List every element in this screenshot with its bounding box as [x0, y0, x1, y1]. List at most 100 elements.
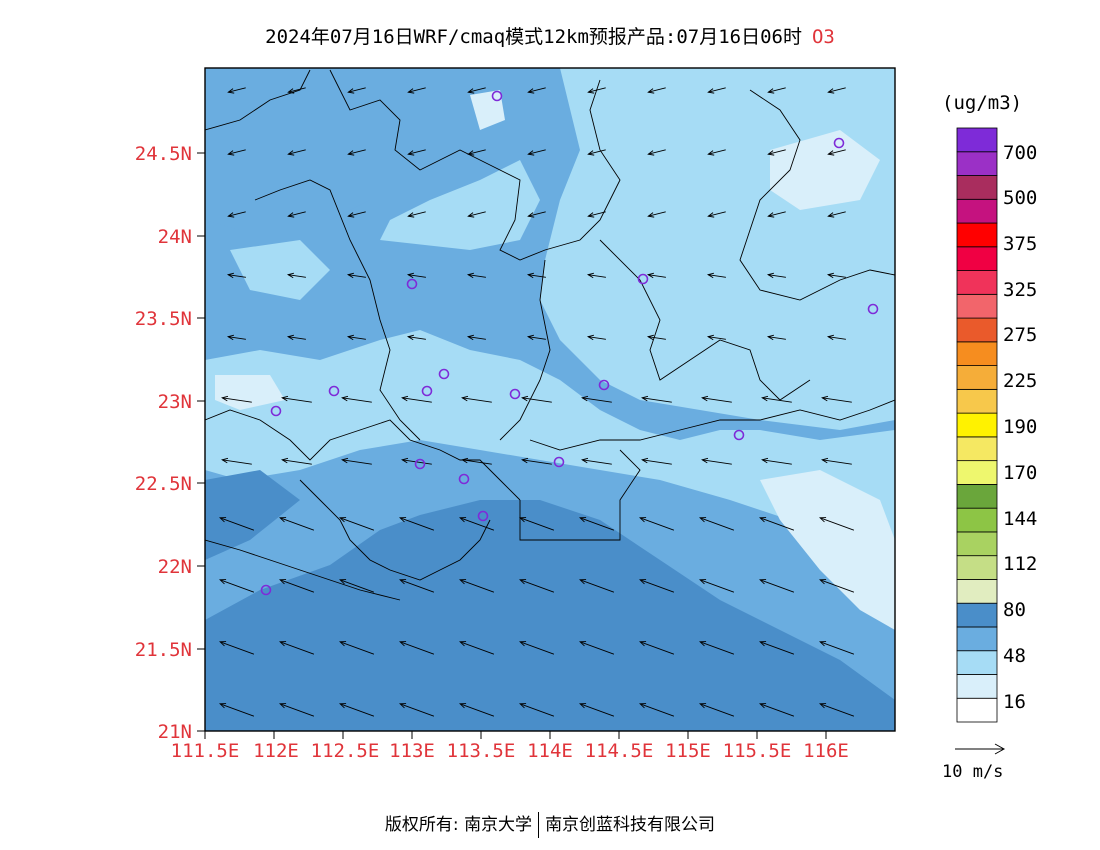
- wind-arrow-head: [579, 579, 587, 585]
- wind-arrow-head: [586, 272, 595, 279]
- wind-arrow-head: [519, 641, 527, 647]
- circle-icon: [260, 584, 272, 596]
- lat-label: 24.5N: [134, 143, 192, 165]
- wind-arrow-icon: [819, 641, 855, 655]
- wind-arrow-icon: [399, 641, 435, 655]
- wind-arrow-icon: [762, 397, 792, 403]
- wind-arrow-head: [707, 88, 715, 94]
- wind-arrow-head: [399, 579, 407, 585]
- colorbar-swatch: [956, 626, 998, 652]
- wind-arrow-head: [759, 703, 767, 709]
- lat-label: 21.5N: [134, 639, 192, 661]
- wind-arrow-head: [699, 641, 707, 647]
- wind-arrow-icon: [528, 149, 546, 155]
- lon-label: 111.5E: [170, 740, 240, 762]
- wind-arrow-head: [827, 212, 835, 218]
- wind-arrow-head: [587, 88, 595, 94]
- wind-arrow-icon: [408, 336, 426, 340]
- wind-arrow-head: [399, 641, 407, 647]
- wind-arrow-icon: [219, 579, 255, 593]
- wind-arrow-head: [219, 517, 227, 523]
- wind-arrow-head: [827, 150, 835, 156]
- lon-label: 113.5E: [446, 740, 516, 762]
- wind-arrow-head: [521, 457, 529, 464]
- wind-arrow-icon: [342, 397, 372, 403]
- wind-arrow-icon: [702, 459, 732, 465]
- wind-arrow-icon: [828, 336, 846, 340]
- wind-arrow-head: [286, 334, 295, 341]
- wind-arrow-head: [819, 579, 827, 585]
- lat-label: 23N: [157, 391, 192, 413]
- wind-arrow-head: [401, 457, 409, 464]
- wind-arrow-head: [759, 579, 767, 585]
- colorbar-swatch: [956, 507, 998, 533]
- wind-arrow-head: [407, 212, 415, 218]
- copyright-prefix: 版权所有:: [384, 815, 459, 835]
- circle-icon: [414, 458, 426, 470]
- wind-arrows: [219, 87, 855, 717]
- wind-arrow-head: [826, 272, 835, 279]
- wind-arrow-icon: [588, 211, 606, 217]
- wind-arrow-head: [467, 150, 475, 156]
- wind-arrow-head: [347, 212, 355, 218]
- wind-arrow-head: [341, 395, 349, 402]
- wind-arrow-head: [467, 88, 475, 94]
- legend-unit: (ug/m3): [942, 92, 1023, 114]
- wind-arrow-icon: [819, 579, 855, 593]
- wind-arrow-icon: [768, 336, 786, 340]
- wind-arrow-head: [587, 150, 595, 156]
- lon-label: 115.5E: [722, 740, 792, 762]
- wind-arrow-icon: [468, 87, 486, 93]
- wind-arrow-icon: [462, 397, 492, 403]
- wind-arrow-head: [647, 150, 655, 156]
- title-species: O3: [811, 26, 835, 48]
- wind-arrow-icon: [648, 336, 666, 340]
- wind-arrow-icon: [528, 274, 546, 278]
- wind-arrow-head: [521, 395, 529, 402]
- wind-arrow-icon: [348, 211, 366, 217]
- wind-arrow-head: [221, 395, 229, 402]
- wind-arrow-head: [466, 334, 475, 341]
- wind-arrow-icon: [759, 641, 795, 655]
- wind-arrow-icon: [468, 211, 486, 217]
- wind-arrow-icon: [708, 336, 726, 340]
- wind-arrow-icon: [582, 397, 612, 403]
- wind-arrow-head: [767, 212, 775, 218]
- wind-arrow-head: [699, 579, 707, 585]
- lat-ticks: [197, 152, 205, 732]
- wind-arrow-icon: [222, 397, 252, 403]
- colorbar-swatch: [956, 531, 998, 557]
- wind-arrow-head: [287, 88, 295, 94]
- wind-arrow-icon: [828, 274, 846, 278]
- wind-arrow-icon: [708, 211, 726, 217]
- wind-arrow-icon: [459, 641, 495, 655]
- legend-label: 700: [1003, 142, 1038, 164]
- wind-arrow-head: [579, 703, 587, 709]
- wind-arrow-icon: [768, 149, 786, 155]
- wind-arrow-icon: [219, 641, 255, 655]
- wind-arrow-head: [459, 517, 467, 523]
- colorbar-swatch: [956, 198, 998, 224]
- wind-arrow-head: [579, 641, 587, 647]
- wind-arrow-icon: [519, 703, 555, 717]
- wind-arrow-head: [699, 517, 707, 523]
- circle-icon: [867, 303, 879, 315]
- wind-arrow-icon: [339, 641, 375, 655]
- legend-label: 16: [1003, 691, 1026, 713]
- wind-arrow-head: [346, 334, 355, 341]
- concentration-field: [205, 68, 895, 731]
- wind-arrow-head: [639, 579, 647, 585]
- wind-arrow-head: [459, 703, 467, 709]
- wind-arrow-head: [279, 517, 287, 523]
- wind-arrow-head: [706, 334, 715, 341]
- wind-arrow-head: [766, 334, 775, 341]
- wind-arrow-head: [347, 88, 355, 94]
- lon-label: 112.5E: [310, 740, 380, 762]
- wind-arrow-head: [707, 150, 715, 156]
- wind-arrow-head: [226, 272, 235, 279]
- wind-arrow-icon: [459, 517, 495, 531]
- wind-arrow-icon: [279, 579, 315, 593]
- wind-arrow-icon: [819, 703, 855, 717]
- wind-arrow-icon: [342, 459, 372, 465]
- wind-arrow-icon: [528, 336, 546, 340]
